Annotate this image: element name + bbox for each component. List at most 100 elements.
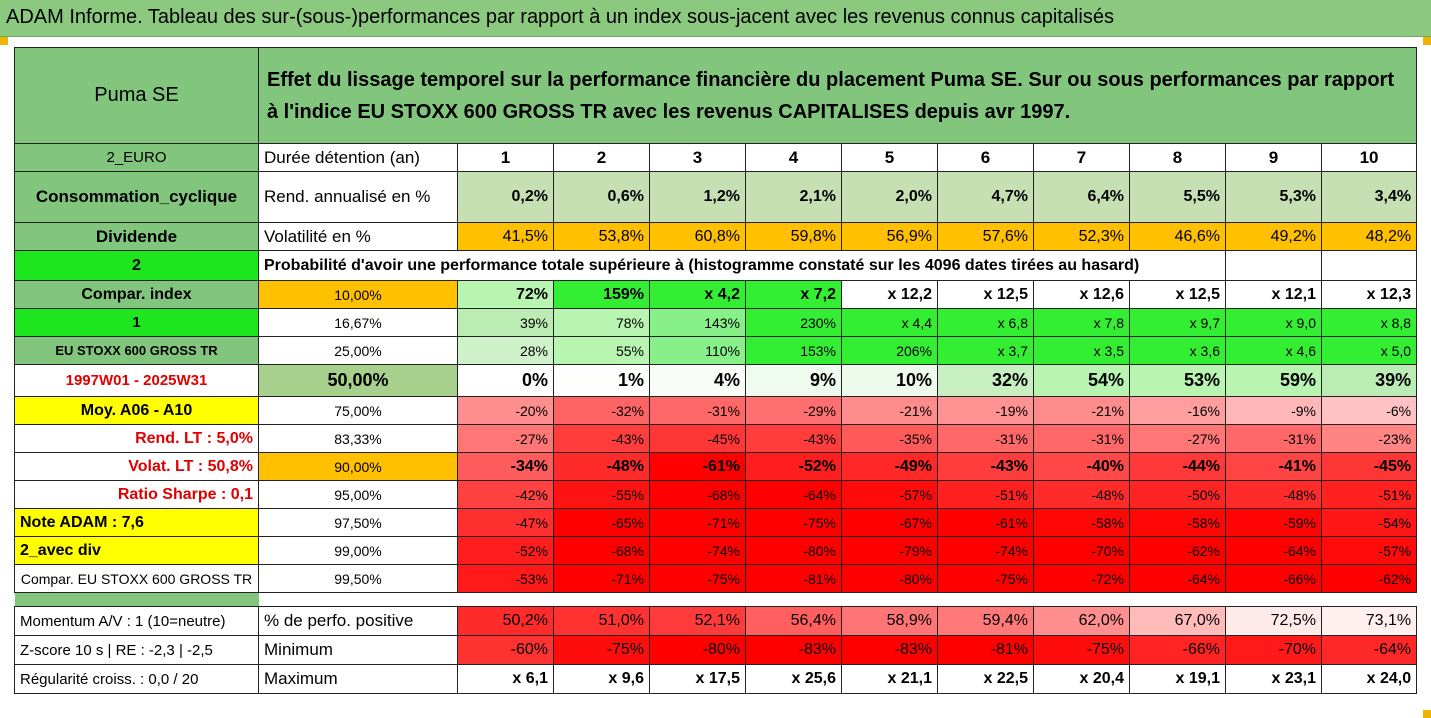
volat-y4: 59,8% <box>745 222 842 251</box>
rend-y2: 0,6% <box>553 171 650 223</box>
q6-y10: -23% <box>1320 424 1418 453</box>
q8-y6: -51% <box>937 480 1034 509</box>
q5-y4: -29% <box>745 396 842 425</box>
minimum-y5: -83% <box>841 635 938 665</box>
quantile-8: 95,00% <box>258 480 458 509</box>
q9-y4: -75% <box>745 508 842 537</box>
rend-y9: 5,3% <box>1225 171 1322 223</box>
q7-y8: -44% <box>1129 452 1226 481</box>
q1-y1: 72% <box>457 280 554 309</box>
q6-y1: -27% <box>457 424 554 453</box>
q2-y6: x 6,8 <box>937 308 1034 337</box>
q2-y3: 143% <box>649 308 746 337</box>
q8-y4: -64% <box>745 480 842 509</box>
pct-pos-y6: 59,4% <box>937 606 1034 636</box>
rend-y1: 0,2% <box>457 171 554 223</box>
year-header-2: 2 <box>553 143 650 172</box>
year-header-6: 6 <box>937 143 1034 172</box>
maximum-y4: x 25,6 <box>745 664 842 694</box>
q10-y4: -80% <box>745 536 842 565</box>
rend-y5: 2,0% <box>841 171 938 223</box>
q11-y6: -75% <box>937 564 1034 593</box>
q2-y4: 230% <box>745 308 842 337</box>
q8-y1: -42% <box>457 480 554 509</box>
left-avec_div: 2_avec div <box>14 536 259 565</box>
description-cell: Effet du lissage temporel sur la perform… <box>257 47 1418 144</box>
q2-y1: 39% <box>457 308 554 337</box>
report-title: ADAM Informe. Tableau des sur-(sous-)per… <box>6 6 1114 28</box>
minimum-y6: -81% <box>937 635 1034 665</box>
quantile-1: 10,00% <box>258 280 458 309</box>
pct-pos-y7: 62,0% <box>1033 606 1130 636</box>
quantile-7: 90,00% <box>258 452 458 481</box>
q11-y3: -75% <box>649 564 746 593</box>
maximum-y2: x 9,6 <box>553 664 650 694</box>
q4-y9: 59% <box>1225 364 1322 397</box>
q9-y8: -58% <box>1129 508 1226 537</box>
quantile-11: 99,50% <box>258 564 458 593</box>
spacer <box>259 593 1417 607</box>
year-header-5: 5 <box>841 143 938 172</box>
q10-y9: -64% <box>1225 536 1322 565</box>
q11-y2: -71% <box>553 564 650 593</box>
q9-y3: -71% <box>649 508 746 537</box>
q2-y2: 78% <box>553 308 650 337</box>
maximum-y7: x 20,4 <box>1033 664 1130 694</box>
q5-y6: -19% <box>937 396 1034 425</box>
q8-y2: -55% <box>553 480 650 509</box>
rend-y4: 2,1% <box>745 171 842 223</box>
sector-label: Consommation_cyclique <box>14 171 259 223</box>
q3-y5: 206% <box>841 336 938 365</box>
q10-y2: -68% <box>553 536 650 565</box>
minimum-y9: -70% <box>1225 635 1322 665</box>
q10-y8: -62% <box>1129 536 1226 565</box>
corner-marker-left <box>0 37 8 45</box>
year-header-10: 10 <box>1320 143 1418 172</box>
q5-y7: -21% <box>1033 396 1130 425</box>
q1-y10: x 12,3 <box>1320 280 1418 309</box>
pct-pos-y3: 52,1% <box>649 606 746 636</box>
volat-y6: 57,6% <box>937 222 1034 251</box>
q3-y1: 28% <box>457 336 554 365</box>
q1-y6: x 12,5 <box>937 280 1034 309</box>
q3-y6: x 3,7 <box>937 336 1034 365</box>
q1-y9: x 12,1 <box>1225 280 1322 309</box>
quantile-5: 75,00% <box>258 396 458 425</box>
year-header-8: 8 <box>1129 143 1226 172</box>
q5-y9: -9% <box>1225 396 1322 425</box>
minimum-label: Minimum <box>258 635 458 665</box>
q8-y5: -57% <box>841 480 938 509</box>
left-sharpe: Ratio Sharpe : 0,1 <box>14 480 259 509</box>
minimum-y4: -83% <box>745 635 842 665</box>
rend-y8: 5,5% <box>1129 171 1226 223</box>
pct-pos-y1: 50,2% <box>457 606 554 636</box>
performance-table: Puma SE Effet du lissage temporel sur la … <box>14 47 1418 694</box>
spacer-green <box>14 592 259 607</box>
q6-y8: -27% <box>1129 424 1226 453</box>
maximum-y3: x 17,5 <box>649 664 746 694</box>
left-moy: Moy. A06 - A10 <box>14 396 259 425</box>
q6-y2: -43% <box>553 424 650 453</box>
corner-marker-bottom-right <box>1423 710 1431 718</box>
q7-y1: -34% <box>457 452 554 481</box>
zscore-label: Z-score 10 s | RE : -2,3 | -2,5 <box>14 635 259 665</box>
q3-y4: 153% <box>745 336 842 365</box>
q4-y2: 1% <box>553 364 650 397</box>
q7-y2: -48% <box>553 452 650 481</box>
q4-y4: 9% <box>745 364 842 397</box>
q10-y7: -70% <box>1033 536 1130 565</box>
rend-y6: 4,7% <box>937 171 1034 223</box>
maximum-y8: x 19,1 <box>1129 664 1226 694</box>
pct-pos-y4: 56,4% <box>745 606 842 636</box>
q1-y7: x 12,6 <box>1033 280 1130 309</box>
q6-y7: -31% <box>1033 424 1130 453</box>
q11-y5: -80% <box>841 564 938 593</box>
title-bar: ADAM Informe. Tableau des sur-(sous-)per… <box>0 0 1431 37</box>
q9-y9: -59% <box>1225 508 1322 537</box>
q9-y10: -54% <box>1320 508 1418 537</box>
minimum-y3: -80% <box>649 635 746 665</box>
left-rend_lt: Rend. LT : 5,0% <box>14 424 259 453</box>
year-header-1: 1 <box>457 143 554 172</box>
q7-y6: -43% <box>937 452 1034 481</box>
rend-y3: 1,2% <box>649 171 746 223</box>
